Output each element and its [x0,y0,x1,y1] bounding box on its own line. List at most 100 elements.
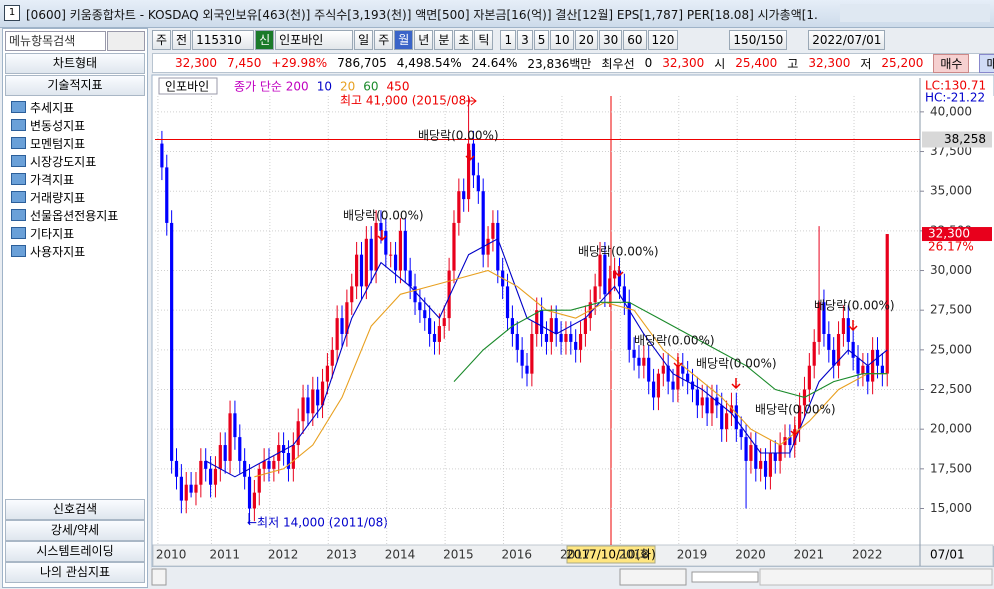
window-buttons[interactable] [840,4,990,22]
search-box[interactable]: 메뉴항목검색 [5,31,106,51]
candle-body [418,302,422,311]
toolbar-item[interactable]: 3 [517,30,533,50]
low-note: ←최저 14,000 (2011/08) [247,516,388,530]
item-label: 가격지표 [30,173,75,187]
candle-body [637,357,641,366]
x-tick-label: 2012 [268,548,299,562]
candle-body [452,222,456,271]
info-item: 786,705 [337,56,387,70]
high-note: 최고 41,000 (2015/08) [340,94,471,108]
last-price-box [922,227,992,242]
candle-body [374,222,378,271]
y-tick-label: 30,000 [930,263,972,277]
toolbar-item[interactable]: 150/150 [729,30,788,50]
x-tick-label: 2010 [156,548,187,562]
scroll-left[interactable] [151,568,167,586]
bottom-button[interactable]: 시스템트레이딩 [5,541,145,562]
candle-body [661,365,665,374]
bottom-button[interactable]: 신호검색 [5,499,145,520]
toolbar-item[interactable]: 60 [623,30,647,50]
info-item: 시 [714,56,726,71]
tool-icons[interactable] [759,568,993,586]
indicator-button[interactable]: 기술적지표 [5,75,145,96]
item-label: 사용자지표 [30,245,86,259]
indicator-item[interactable]: 기타지표 [11,225,74,243]
y-tick-label: 20,000 [930,422,972,436]
folder-icon [11,137,26,149]
y-tick-label: 22,500 [930,382,972,396]
play-controls[interactable] [619,568,687,586]
zoom-slider[interactable] [691,571,759,583]
candle-body [569,333,573,342]
candle-body [345,302,349,334]
toolbar-item[interactable]: 20 [574,30,598,50]
toolbar-item[interactable]: 일 [354,30,374,50]
toolbar-item[interactable]: 120 [647,30,679,50]
candle-body [403,230,407,271]
indicator-item[interactable]: 변동성지표 [11,117,85,135]
candle-body [413,286,417,303]
candle-body [282,445,286,453]
toolbar-item[interactable]: 틱 [474,30,494,50]
bottom-button[interactable]: 강세/약세 [5,520,145,541]
indicator-item[interactable]: 모멘텀지표 [11,135,85,153]
buy-button[interactable]: 매수 [933,53,970,73]
indicator-item[interactable]: 시장강도지표 [11,153,96,171]
legend-entry: 60 [363,80,378,94]
sell-button[interactable]: 매도 [979,53,994,73]
search-buttons[interactable] [107,31,145,51]
toolbar-item[interactable]: 분 [434,30,454,50]
toolbar-item[interactable]: 2022/07/01 [808,30,886,50]
x-tick-label: 2022 [852,548,883,562]
legend-prefix: 종가 단순 200 [234,80,309,94]
candle-body [812,341,816,366]
indicator-item[interactable]: 추세지표 [11,99,74,117]
toolbar-item[interactable]: 1 [500,30,517,50]
candle-body [710,397,714,414]
candle-body [773,452,777,461]
toolbar-item[interactable]: 115310 [192,30,255,50]
candle-body [481,191,485,255]
candle-body [243,460,247,477]
candle-body [856,357,860,374]
toolbar-item[interactable]: 신 [255,30,275,50]
toolbar-item[interactable]: 주 [374,30,394,50]
x-tick-label: 2013 [326,548,357,562]
bottom-button[interactable]: 나의 관심지표 [5,562,145,583]
toolbar-item[interactable]: 주 [152,30,172,50]
candle-body [384,230,388,255]
candle-body [578,333,583,350]
indicator-item[interactable]: 선물옵션전용지표 [11,207,118,225]
toolbar-item[interactable]: 초 [454,30,474,50]
candle-body [880,365,884,374]
candle-body [296,421,300,446]
candle-body [549,318,553,342]
x-tick-label: 2017 [560,548,591,562]
info-item: 25,400 [735,56,778,70]
candle-body [204,460,208,469]
toolbar-item[interactable]: 5 [533,30,550,50]
candle-body [184,484,188,501]
toolbar-item[interactable]: 30 [598,30,623,50]
toolbar-item[interactable]: 월 [394,30,414,50]
candle-body [851,341,855,358]
chart-type-button[interactable]: 차트형태 [5,53,145,74]
indicator-item[interactable]: 사용자지표 [11,243,85,261]
indicator-item[interactable]: 가격지표 [11,171,74,189]
dividend-note: 배당락(0.00%) [578,245,659,259]
indicator-item[interactable]: 거래량지표 [11,189,85,207]
candle-body [554,318,558,334]
candle-body [788,437,792,446]
toolbar-item[interactable]: 인포바인 [275,30,354,50]
y-tick-label: 17,500 [930,461,972,475]
candle-body [194,484,198,493]
toolbar-item[interactable]: 전 [172,30,192,50]
item-label: 선물옵션전용지표 [30,209,119,223]
toolbar-item[interactable]: 년 [414,30,434,50]
candle-body [340,318,344,334]
candle-body [208,468,213,485]
chart-name: 인포바인 [165,80,209,94]
toolbar-item[interactable]: 10 [550,30,574,50]
candle-body [359,254,364,287]
info-item: 저 [860,56,872,71]
